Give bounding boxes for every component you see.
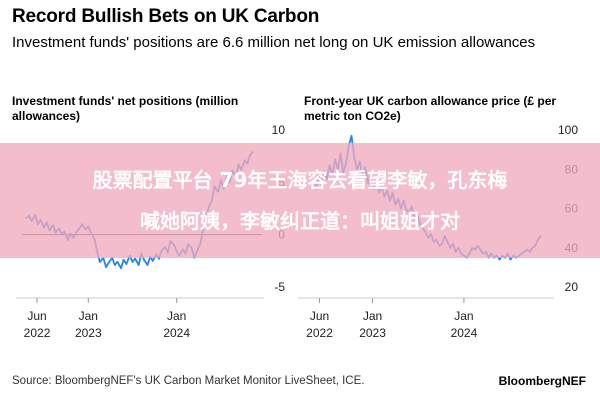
- right-data-point: [509, 258, 512, 261]
- left-y-tick-label: 10: [272, 123, 286, 137]
- left-data-point: [125, 263, 128, 265]
- left-data-point: [98, 260, 101, 263]
- right-x-tick-label: Jan: [363, 309, 382, 323]
- left-y-tick-label: -5: [274, 280, 285, 294]
- left-data-point: [143, 258, 145, 261]
- left-data-point: [158, 257, 160, 260]
- left-panel-title: Investment funds' net positions (million…: [12, 94, 239, 123]
- left-data-point: [120, 267, 122, 270]
- left-data-point: [113, 264, 116, 266]
- left-x-tick-label: 2023: [75, 326, 102, 340]
- right-x-tick-label: 2022: [306, 326, 333, 340]
- chart-title: Record Bullish Bets on UK Carbon: [12, 6, 320, 27]
- left-x-tick-label: Jan: [167, 309, 186, 323]
- left-data-point: [134, 257, 137, 260]
- chart-subtitle: Investment funds' positions are 6.6 mill…: [12, 34, 536, 51]
- right-x-tick-label: 2024: [451, 326, 478, 340]
- left-data-point: [151, 259, 154, 262]
- left-data-point: [131, 260, 134, 263]
- right-data-point: [498, 258, 501, 261]
- left-data-point: [146, 264, 149, 266]
- left-data-point: [107, 262, 110, 264]
- brand-logo: BloombergNEF: [498, 374, 586, 388]
- overlay-banner: 股票配置平台 79年王海容去看望李敏，孔东梅 喊她阿姨，李敏纠正道：叫姐姐才对: [0, 143, 600, 258]
- left-data-point: [105, 266, 107, 269]
- left-x-tick-label: 2022: [24, 326, 51, 340]
- left-data-point: [116, 260, 119, 263]
- banner-line-2: 喊她阿姨，李敏纠正道：叫姐姐才对: [140, 209, 460, 233]
- right-y-tick-label: 100: [558, 123, 578, 137]
- right-data-point: [350, 134, 353, 137]
- right-y-tick-label: 20: [565, 280, 579, 294]
- left-data-point: [122, 258, 125, 261]
- right-panel-title: Front-year UK carbon allowance price (£ …: [304, 94, 557, 123]
- left-x-tick-label: Jun: [27, 309, 46, 323]
- right-x-tick-label: Jan: [454, 309, 473, 323]
- right-x-tick-label: 2023: [359, 326, 386, 340]
- source-note: Source: BloombergNEF's UK Carbon Market …: [12, 375, 365, 387]
- left-data-point: [137, 264, 140, 266]
- left-x-tick-label: 2024: [163, 326, 190, 340]
- banner-line-1: 股票配置平台 79年王海容去看望李敏，孔东梅: [92, 168, 508, 192]
- right-x-tick-label: Jun: [310, 309, 329, 323]
- left-x-tick-label: Jan: [79, 309, 98, 323]
